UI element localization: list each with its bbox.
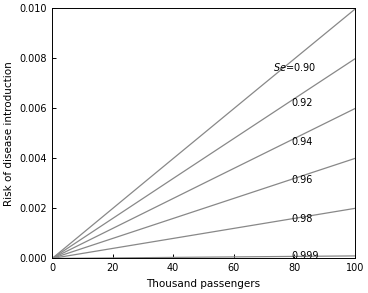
Y-axis label: Risk of disease introduction: Risk of disease introduction [4, 61, 14, 206]
Text: 0.96: 0.96 [291, 176, 312, 185]
Text: $\mathit{Se}$=0.90: $\mathit{Se}$=0.90 [273, 61, 316, 73]
Text: 0.98: 0.98 [291, 214, 312, 224]
Text: 0.999: 0.999 [291, 251, 319, 261]
X-axis label: Thousand passengers: Thousand passengers [146, 279, 261, 289]
Text: 0.92: 0.92 [291, 98, 313, 108]
Text: 0.94: 0.94 [291, 137, 312, 146]
